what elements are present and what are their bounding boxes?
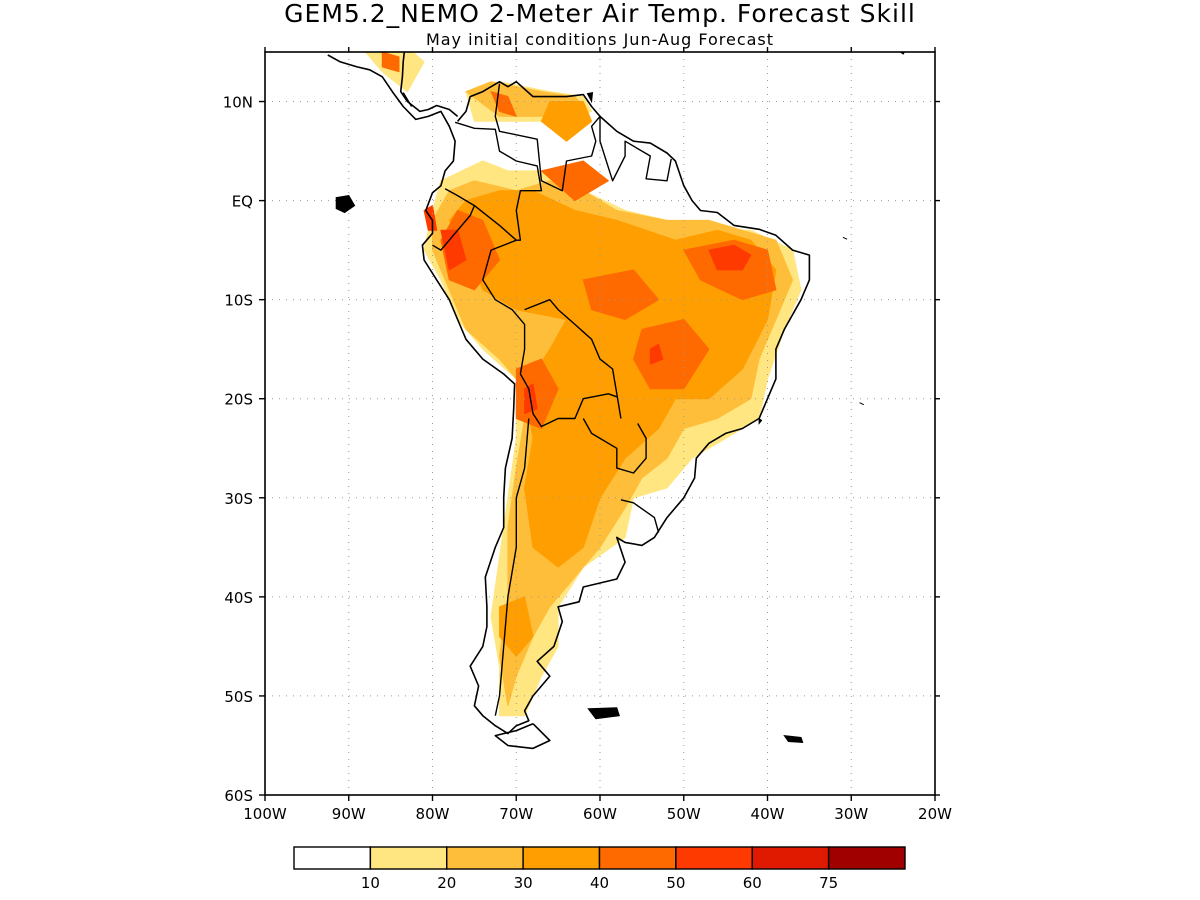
border-9 — [494, 418, 530, 716]
country-borders — [402, 83, 672, 716]
x-tick-label: 70W — [499, 805, 533, 823]
skill-region-18 — [649, 343, 664, 365]
colorbar-label: 50 — [666, 874, 685, 892]
colorbar: 10 20 30 40 50 60 75 — [293, 846, 906, 892]
border-4 — [432, 205, 476, 251]
x-tick-label: 60W — [583, 805, 617, 823]
x-tick-label: 40W — [751, 805, 785, 823]
colorbar-label: 20 — [437, 874, 456, 892]
y-tick-label: 10S — [224, 292, 253, 310]
y-tick-label: 30S — [224, 490, 253, 508]
colorbar-label: 60 — [743, 874, 762, 892]
island-3 — [586, 91, 594, 104]
graticule — [265, 52, 935, 795]
colorbar-label: 10 — [361, 874, 380, 892]
latitude-axis: 10N EQ 10S 20S 30S 40S 50S 60S — [223, 94, 940, 805]
skill-region-2 — [365, 52, 425, 93]
skill-region-9 — [582, 269, 660, 320]
colorbar-label: 30 — [514, 874, 533, 892]
colorbar-swatch-1 — [369, 846, 448, 870]
border-5 — [482, 239, 526, 375]
skill-region-13 — [540, 160, 609, 202]
colorbar-swatch-5 — [675, 846, 753, 870]
colorbar-label: 75 — [819, 874, 838, 892]
skill-region-16 — [440, 229, 467, 271]
map-subtitle: May initial conditions Jun-Aug Forecast — [426, 30, 774, 49]
x-tick-label: 100W — [243, 805, 287, 823]
x-tick-label: 30W — [834, 805, 868, 823]
coastline-1 — [399, 52, 459, 118]
border-7 — [519, 373, 618, 428]
map-title: GEM5.2_NEMO 2-Meter Air Temp. Forecast S… — [284, 0, 916, 28]
y-tick-label: 50S — [224, 688, 253, 706]
border-8 — [582, 418, 647, 474]
x-tick-label: 90W — [332, 805, 366, 823]
colorbar-swatch-4 — [598, 846, 677, 870]
colorbar-swatch-3 — [522, 846, 601, 870]
coastline-2 — [494, 722, 551, 750]
island-4 — [758, 417, 763, 425]
border-3 — [599, 116, 672, 182]
border-6 — [524, 299, 622, 419]
border-1 — [444, 121, 543, 241]
x-tick-label: 20W — [918, 805, 952, 823]
border-10 — [620, 499, 660, 533]
x-tick-label: 80W — [416, 805, 450, 823]
y-tick-label: 40S — [224, 589, 253, 607]
skill-region-17 — [708, 244, 752, 271]
colorbar-swatch-0 — [293, 846, 372, 870]
skill-region-5 — [448, 190, 777, 568]
skill-region-15 — [381, 52, 400, 73]
colorbar-label: 40 — [590, 874, 609, 892]
island-5 — [859, 402, 865, 406]
x-tick-label: 50W — [667, 805, 701, 823]
coastline-0 — [327, 54, 811, 735]
island-0 — [335, 195, 356, 214]
island-1 — [587, 707, 620, 720]
border-2 — [494, 83, 601, 192]
islands — [335, 52, 906, 744]
y-tick-label: 10N — [223, 94, 253, 112]
y-tick-label: 60S — [224, 787, 253, 805]
skill-region-6 — [540, 101, 593, 142]
island-2 — [783, 734, 804, 744]
border-0 — [402, 92, 413, 107]
skill-shading-layer — [365, 52, 802, 717]
colorbar-swatch-2 — [446, 846, 524, 870]
colorbar-swatch-6 — [751, 846, 830, 870]
y-tick-label: EQ — [232, 193, 253, 211]
colorbar-swatch-7 — [827, 846, 906, 870]
longitude-axis: 100W 90W 80W 70W 60W 50W 40W 30W 20W — [243, 47, 952, 823]
island-7 — [899, 52, 906, 55]
coastlines — [327, 52, 811, 750]
island-6 — [842, 236, 848, 240]
y-tick-label: 20S — [224, 391, 253, 409]
